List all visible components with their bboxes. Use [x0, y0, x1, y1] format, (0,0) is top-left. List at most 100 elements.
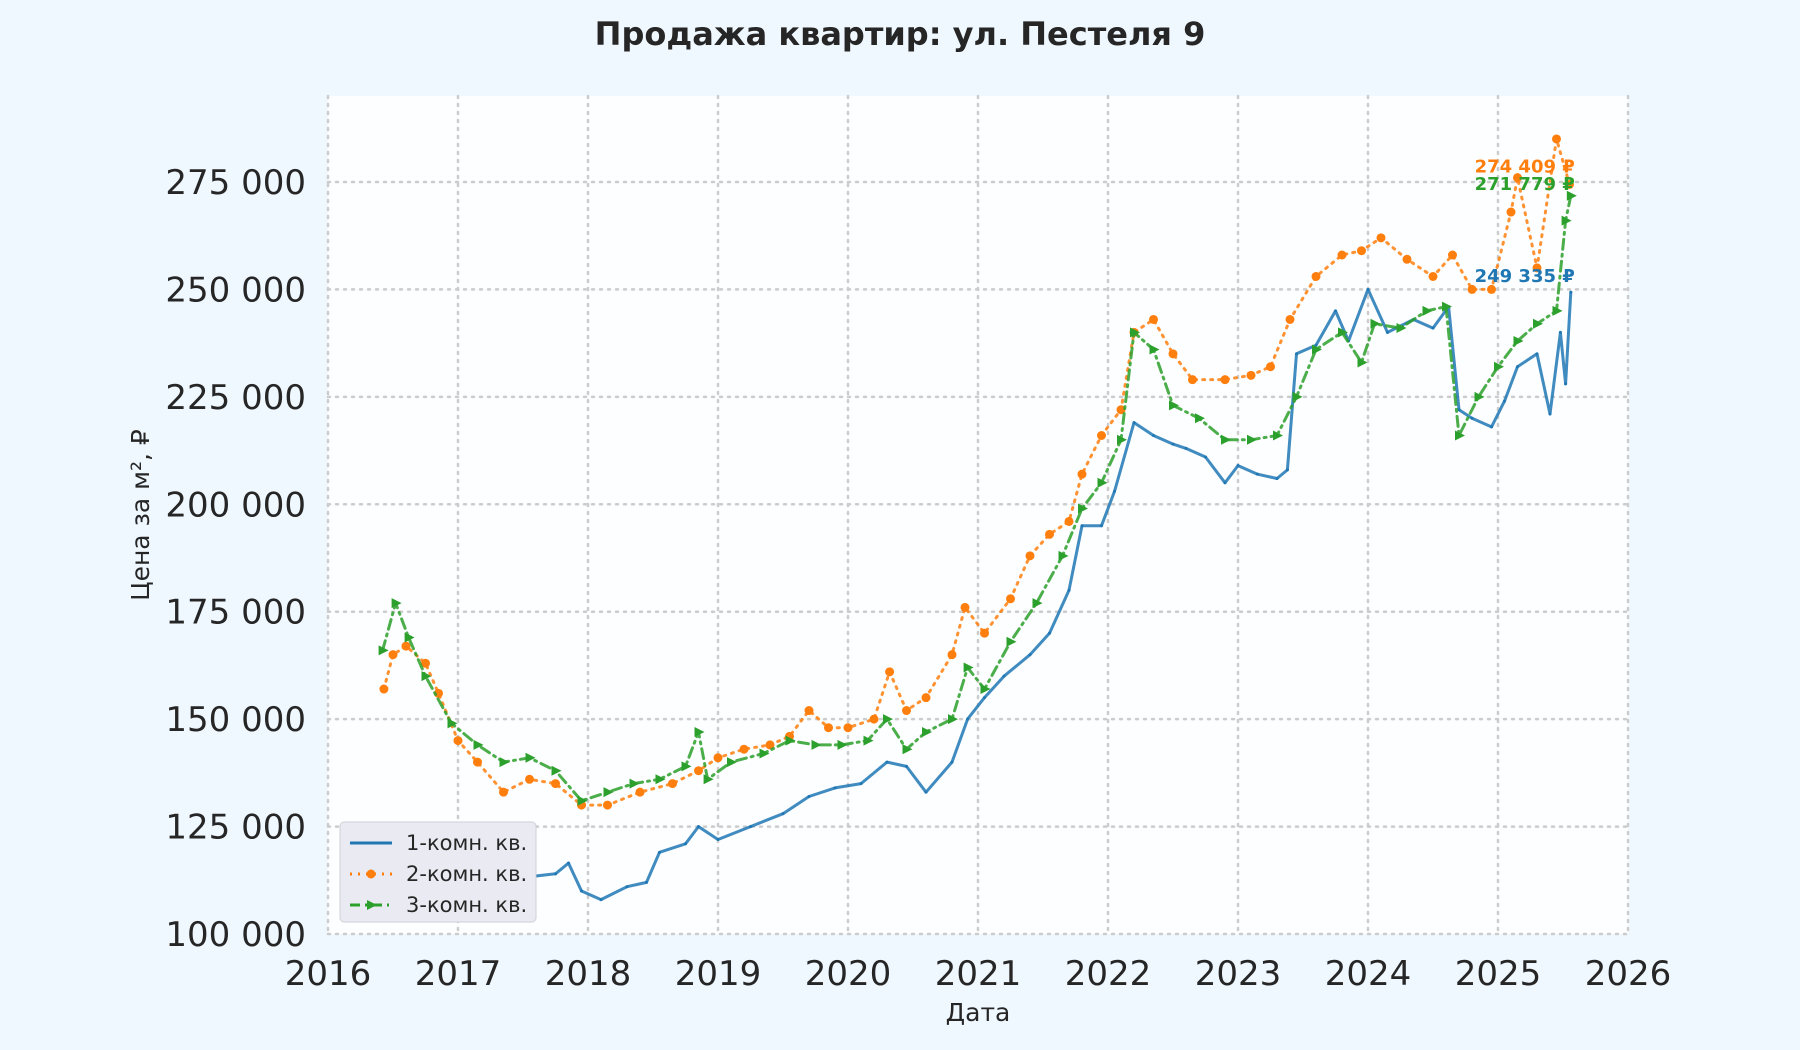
legend-item-3: 3-комн. кв.: [350, 893, 527, 917]
data-point: [1455, 430, 1465, 441]
data-point: [655, 774, 666, 785]
series-line-2: [382, 137, 1571, 807]
data-point: [1402, 254, 1412, 264]
data-point: [843, 723, 853, 733]
data-point: [1470, 416, 1474, 420]
data-point: [1246, 370, 1256, 380]
data-point: [1357, 246, 1366, 256]
data-point: [1506, 207, 1516, 217]
data-point: [1117, 434, 1127, 445]
data-point: [716, 837, 720, 841]
data-point: [1558, 330, 1562, 334]
x-tick-label: 2023: [1195, 954, 1282, 994]
data-point: [921, 693, 931, 703]
data-point: [421, 671, 432, 682]
data-point: [694, 766, 703, 776]
data-point: [1116, 405, 1126, 415]
data-point: [1448, 250, 1457, 260]
x-tick-label: 2022: [1065, 954, 1152, 994]
data-point: [885, 760, 889, 764]
data-point: [980, 684, 991, 695]
data-point: [1513, 173, 1522, 183]
x-tick-label: 2017: [415, 954, 502, 994]
data-point: [1535, 352, 1539, 356]
data-point: [1487, 284, 1496, 294]
data-point: [947, 650, 957, 660]
data-point: [837, 739, 848, 750]
data-point: [811, 739, 822, 750]
data-point: [1366, 287, 1370, 291]
data-point: [551, 765, 562, 776]
data-point: [603, 800, 612, 810]
data-point: [525, 752, 536, 763]
data-point: [379, 684, 389, 694]
y-tick-label: 150 000: [165, 700, 306, 740]
data-point: [577, 795, 588, 806]
series-layer: [378, 134, 1577, 902]
data-point: [1048, 631, 1051, 635]
data-point: [625, 885, 629, 889]
legend-item-2: 2-комн. кв.: [350, 862, 527, 886]
data-point: [1337, 250, 1347, 260]
data-point: [1422, 305, 1433, 316]
data-point: [1565, 179, 1574, 189]
y-tick-label: 100 000: [165, 915, 306, 955]
data-point: [694, 727, 705, 738]
data-point: [1295, 352, 1298, 356]
data-point: [681, 761, 692, 772]
data-point: [668, 779, 677, 789]
data-point: [781, 812, 785, 816]
data-point: [1314, 343, 1318, 347]
legend-items: 1-комн. кв. 2-комн. кв. 3-комн. кв.: [350, 831, 527, 917]
y-tick-label: 250 000: [165, 270, 306, 310]
data-point: [703, 774, 714, 785]
value-annotation: 249 335 ₽: [1475, 266, 1575, 287]
data-point: [1100, 524, 1103, 528]
data-point: [599, 898, 603, 902]
data-point: [739, 744, 749, 754]
x-tick-label: 2016: [285, 954, 372, 994]
data-point: [1285, 468, 1289, 472]
y-tick-label: 125 000: [165, 808, 306, 848]
data-point: [1171, 442, 1175, 446]
data-point: [1569, 290, 1573, 294]
data-point: [1428, 271, 1438, 281]
data-point: [1513, 335, 1524, 346]
data-point: [885, 667, 895, 677]
data-point: [1149, 344, 1160, 355]
legend-label: 2-комн. кв.: [406, 862, 527, 886]
data-point: [1132, 421, 1136, 425]
data-point: [1285, 314, 1295, 324]
x-tick-label: 2026: [1585, 954, 1672, 994]
data-point: [1184, 446, 1188, 450]
data-point: [551, 779, 560, 789]
data-point: [1564, 382, 1568, 386]
data-point: [1431, 326, 1435, 330]
data-point: [963, 662, 974, 673]
data-point: [960, 602, 970, 612]
data-point: [759, 748, 770, 759]
data-point: [1169, 400, 1179, 411]
data-point: [1312, 344, 1322, 355]
data-point: [1311, 271, 1321, 281]
data-point: [1028, 653, 1032, 657]
data-point: [554, 872, 557, 876]
data-point: [697, 825, 700, 829]
data-point: [1494, 361, 1504, 372]
data-point: [1025, 551, 1035, 561]
data-point: [629, 778, 640, 789]
x-tick-label: 2024: [1325, 954, 1412, 994]
value-annotation: 274 409 ₽: [1475, 156, 1575, 177]
data-point: [1490, 425, 1493, 429]
data-point: [883, 714, 893, 725]
legend: 1-комн. кв. 2-комн. кв. 3-комн. кв.: [339, 821, 537, 923]
data-point: [1275, 476, 1279, 480]
data-point: [1058, 550, 1069, 561]
data-point: [1334, 309, 1337, 313]
data-point: [1467, 284, 1477, 294]
data-point: [1223, 481, 1227, 485]
value-annotation: 271 779 ₽: [1475, 174, 1575, 195]
data-point: [1376, 233, 1386, 243]
data-point: [785, 735, 796, 746]
